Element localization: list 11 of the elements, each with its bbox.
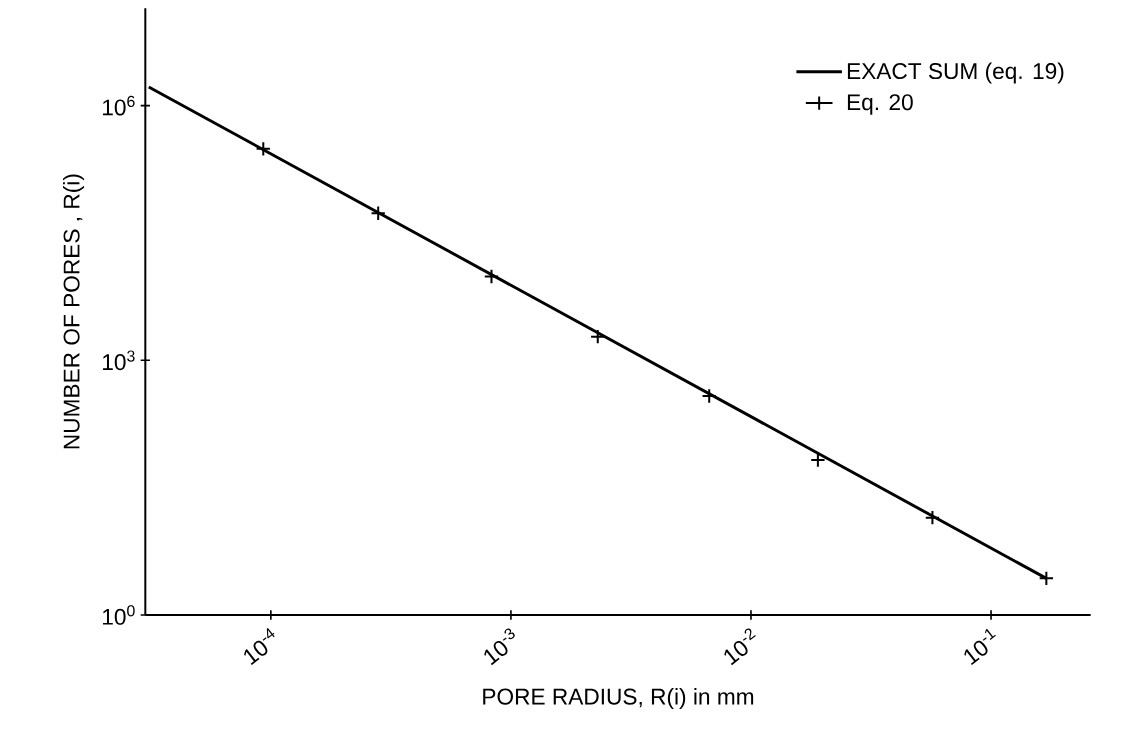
x-tick-label: 10$^{-3}$ — [484, 628, 515, 666]
y-tick-label: 10$^{0}$ — [103, 605, 135, 625]
y-axis-title: NUMBER OF PORES , R(i) — [62, 174, 85, 449]
legend-label: EXACT SUM (eq. 19) — [847, 62, 1064, 84]
x-tick-label: 10$^{-1}$ — [964, 628, 996, 665]
legend-label: Eq. 20 — [847, 94, 913, 115]
x-tick-label: 10$^{-2}$ — [724, 628, 756, 666]
x-tick-label: 10$^{-4}$ — [244, 627, 275, 665]
y-tick-label: 10$^{6}$ — [103, 95, 135, 116]
x-axis-title: PORE RADIUS, R(i) in mm — [483, 688, 754, 710]
y-tick-label: 10$^{3}$ — [103, 350, 135, 371]
